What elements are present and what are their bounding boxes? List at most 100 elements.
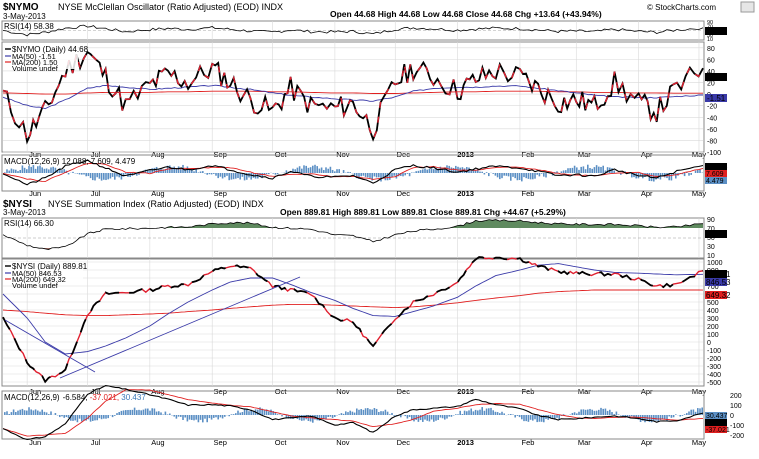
macd-histogram-bar [292, 415, 294, 419]
macd-histogram-bar [386, 173, 389, 181]
macd-histogram-bar [153, 408, 156, 415]
macd-histogram-bar [369, 173, 371, 178]
main-tick: -100 [707, 348, 721, 355]
macd-histogram-bar [408, 415, 411, 418]
main-tick: -500 [707, 380, 721, 387]
macd-histogram-bar [177, 415, 180, 417]
macd-histogram-bar [83, 173, 85, 175]
macd-histogram-bar [30, 166, 32, 173]
macd-histogram-bar [232, 173, 235, 180]
macd-histogram-bar [433, 415, 435, 422]
macd-histogram-bar [327, 168, 329, 173]
macd-histogram-bar [81, 173, 83, 175]
macd-histogram-bar [151, 168, 153, 173]
macd-histogram-bar [48, 169, 50, 173]
macd-histogram-bar [336, 169, 338, 173]
macd-histogram-bar [615, 411, 618, 415]
macd-histogram-bar [147, 169, 149, 173]
macd-histogram-bar [173, 415, 175, 417]
macd-histogram-bar [617, 414, 620, 415]
macd-histogram-bar [149, 410, 151, 415]
macd-histogram-bar [485, 408, 488, 415]
macd-histogram-bar [690, 409, 692, 415]
macd-histogram-bar [534, 173, 536, 179]
print-icon[interactable] [740, 1, 755, 13]
month-label: May [692, 189, 706, 198]
macd-histogram-bar [362, 409, 365, 415]
bottom-macd-badge3: -37.021 [706, 427, 730, 434]
macd-histogram-bar [569, 168, 571, 173]
macd-histogram-bar [294, 415, 296, 417]
macd-histogram-bar [72, 171, 74, 173]
macd-histogram-bar [186, 415, 189, 422]
macd-histogram-bar [151, 408, 153, 415]
macd-histogram-bar [694, 411, 697, 415]
macd-tick: -100 [730, 423, 744, 430]
macd-histogram-bar [406, 173, 409, 174]
macd-histogram-bar [87, 173, 90, 177]
macd-histogram-bar [4, 172, 6, 173]
macd-histogram-bar [290, 415, 292, 419]
macd-histogram-bar [193, 171, 195, 173]
macd-histogram-bar [155, 411, 158, 415]
macd-histogram-bar [604, 408, 607, 415]
bottom-rsi-badge: 66.30 [707, 230, 728, 239]
month-label: Mar [578, 438, 591, 447]
macd-histogram-bar [562, 170, 565, 173]
macd-histogram-bar [331, 415, 334, 418]
macd-histogram-bar [327, 415, 329, 418]
macd-histogram-bar [26, 410, 28, 415]
macd-histogram-bar [367, 173, 369, 178]
macd-histogram-bar [496, 412, 499, 415]
macd-histogram-bar [556, 171, 558, 173]
macd-histogram-bar [177, 166, 180, 173]
macd-histogram-bar [19, 169, 21, 173]
bottom-macd-badge3-bg [705, 426, 727, 433]
macd-histogram-bar [532, 173, 534, 180]
macd-histogram-bar [309, 167, 312, 173]
macd-histogram-bar [164, 169, 167, 173]
macd-histogram-bar [114, 415, 116, 416]
macd-histogram-bar [221, 415, 224, 419]
month-label: 2013 [457, 189, 474, 198]
macd-histogram-bar [10, 168, 13, 173]
macd-histogram-bar [230, 173, 233, 180]
macd-histogram-bar [312, 165, 314, 173]
macd-histogram-bar [527, 173, 530, 179]
macd-histogram-bar [265, 409, 268, 415]
macd-histogram-bar [580, 409, 582, 415]
macd-histogram-bar [276, 173, 279, 175]
main-tick: 60 [707, 57, 715, 64]
macd-histogram-bar [382, 173, 384, 178]
macd-histogram-bar [136, 173, 138, 176]
macd-histogram-bar [122, 410, 125, 415]
macd-histogram-bar [89, 415, 92, 422]
macd-histogram-bar [347, 171, 349, 173]
macd-histogram-bar [325, 415, 327, 420]
macd-histogram-bar [543, 415, 545, 423]
macd-histogram-bar [558, 415, 560, 419]
macd-histogram-bar [444, 415, 446, 420]
macd-histogram-bar [606, 167, 609, 173]
macd-histogram-bar [375, 408, 378, 415]
macd-histogram-bar [248, 411, 250, 415]
macd-histogram-bar [690, 173, 692, 175]
macd-histogram-bar [567, 168, 569, 173]
macd-histogram-bar [393, 173, 395, 176]
macd-histogram-bar [213, 173, 215, 174]
macd-histogram-bar [202, 415, 204, 423]
macd-histogram-bar [259, 407, 261, 415]
rsi-tick: 30 [707, 33, 713, 39]
macd-histogram-bar [274, 173, 277, 175]
macd-histogram-bar [96, 415, 98, 421]
macd-histogram-bar [697, 408, 699, 415]
bottom-ma50-line [2, 263, 704, 355]
macd-histogram-bar [85, 415, 87, 421]
macd-histogram-bar [686, 413, 688, 415]
macd-histogram-bar [437, 415, 439, 420]
main-tick: -200 [707, 356, 721, 363]
macd-histogram-bar [622, 415, 624, 417]
macd-histogram-bar [386, 411, 389, 415]
top-legend-ma200: MA(200) 1.50 [12, 58, 57, 67]
macd-histogram-bar [686, 172, 688, 173]
